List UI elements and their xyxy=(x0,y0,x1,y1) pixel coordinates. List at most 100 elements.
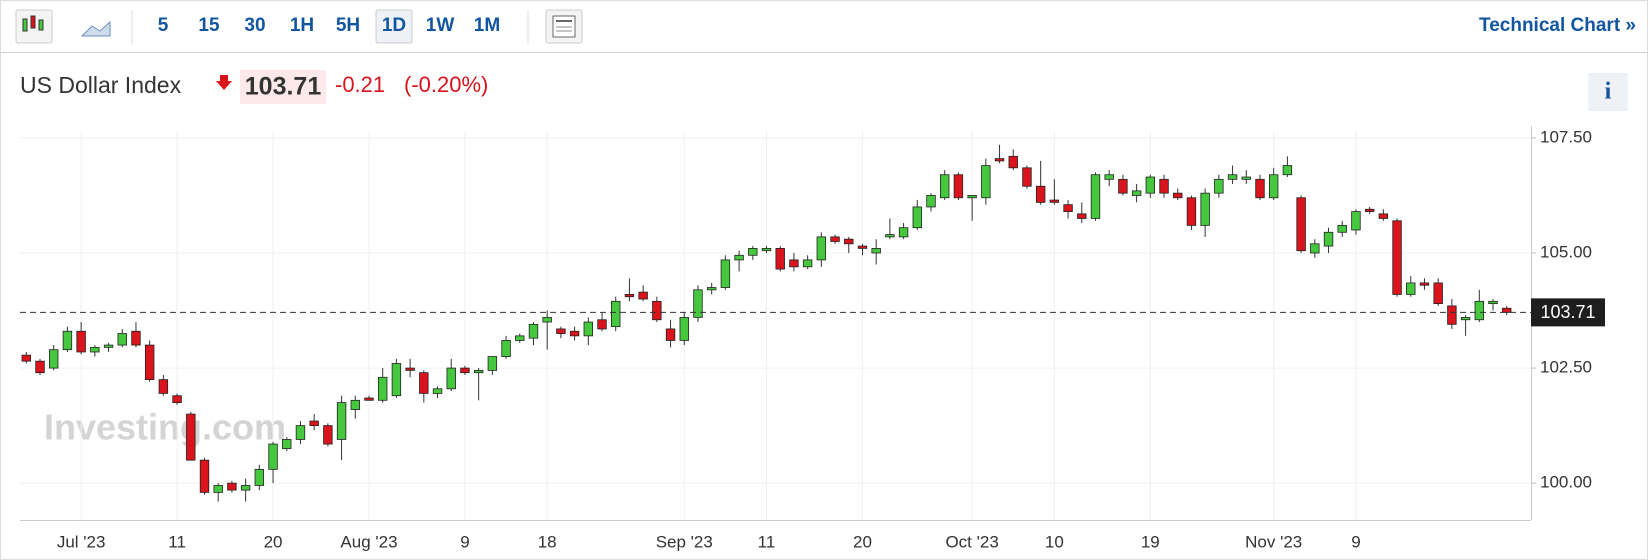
candle-body xyxy=(624,294,635,298)
interval-button[interactable]: 1W xyxy=(426,15,455,36)
candle-body xyxy=(199,459,210,493)
interval-button[interactable]: 1H xyxy=(290,15,314,36)
candle-body xyxy=(323,425,333,445)
candle-body xyxy=(1008,155,1018,169)
candle-body xyxy=(967,195,977,199)
icon xyxy=(22,18,28,32)
candle-body xyxy=(1419,282,1430,286)
candle-body xyxy=(816,236,827,261)
candle-body xyxy=(213,485,223,493)
candle-body xyxy=(693,289,703,318)
candle-body xyxy=(679,317,689,341)
candle-body xyxy=(1474,300,1485,321)
candle-body xyxy=(240,485,251,491)
candle-body xyxy=(981,165,991,199)
x-tick-label: Oct '23 xyxy=(945,532,998,551)
x-tick-label: 9 xyxy=(460,532,469,551)
candle-body xyxy=(1214,178,1224,194)
interval-button[interactable]: 1M xyxy=(474,15,500,36)
price: 103.71 xyxy=(245,73,322,101)
candle-body xyxy=(21,354,32,362)
candle-body xyxy=(1323,231,1334,247)
candle-body xyxy=(652,300,662,321)
x-tick-label: 11 xyxy=(758,532,776,551)
candle-body xyxy=(569,330,580,337)
interval-button[interactable]: 5 xyxy=(158,15,169,36)
candle-body xyxy=(117,333,127,346)
candle-body xyxy=(1241,176,1251,180)
candle-body xyxy=(542,317,552,323)
watermark: Investing.com xyxy=(44,407,286,448)
line-button[interactable] xyxy=(80,20,111,37)
interval-button[interactable]: 1D xyxy=(382,15,406,36)
candle-body xyxy=(1200,192,1210,226)
last-price-label: 103.71 xyxy=(1540,302,1595,322)
candle-body xyxy=(309,420,319,427)
news-button[interactable] xyxy=(545,9,583,44)
candle-body xyxy=(282,439,292,450)
candle-body xyxy=(1173,192,1183,199)
candle-body xyxy=(158,379,169,394)
candle-body xyxy=(706,287,717,291)
candle-body xyxy=(1022,167,1032,187)
candle-body xyxy=(1145,176,1156,194)
x-tick-label: 20 xyxy=(264,532,283,551)
candle-body xyxy=(1433,282,1443,305)
candle-body xyxy=(597,319,607,330)
change-percent: (-0.20%) xyxy=(404,72,488,97)
candle-body xyxy=(1447,305,1457,325)
candle-body xyxy=(295,425,306,440)
candle-body xyxy=(857,245,868,249)
candle-body xyxy=(1131,190,1142,196)
candle-body xyxy=(1460,317,1471,321)
candle-body xyxy=(844,238,854,245)
candle-body xyxy=(350,399,360,410)
candle-body xyxy=(1351,211,1361,231)
candle-body xyxy=(473,369,484,374)
interval-button[interactable]: 5H xyxy=(336,15,360,36)
candle-body xyxy=(144,344,155,380)
candle-body xyxy=(1282,165,1293,176)
candle-button[interactable] xyxy=(15,9,53,44)
candle-body xyxy=(1406,282,1416,295)
y-tick-label: 102.50 xyxy=(1540,358,1592,377)
candle-body xyxy=(871,247,881,254)
candle-body xyxy=(926,195,936,208)
candle-body xyxy=(364,397,374,401)
interval-button[interactable]: 30 xyxy=(244,15,265,36)
down-arrow xyxy=(216,75,232,90)
candle-body xyxy=(35,360,45,374)
candle-body xyxy=(953,174,964,199)
candle-body xyxy=(103,344,114,348)
candle-body xyxy=(1227,174,1238,180)
technical-chart-link[interactable]: Technical Chart » xyxy=(1479,15,1636,36)
candle-body xyxy=(62,330,73,351)
candle-body xyxy=(1364,208,1375,212)
candle-body xyxy=(419,372,429,394)
info-button[interactable]: i xyxy=(1588,73,1628,111)
candle-body xyxy=(405,367,415,371)
chart: Investing.com 100.00 102.50 105.00 107.50 Jul… xyxy=(20,126,1605,551)
x-tick-label: Aug '23 xyxy=(340,532,397,551)
candle-body xyxy=(898,227,909,238)
candle-body xyxy=(734,254,744,261)
candle-body xyxy=(515,335,525,341)
interval-button[interactable]: 15 xyxy=(198,15,220,36)
candle-body xyxy=(528,323,539,339)
x-tick-label: Sep '23 xyxy=(656,532,713,551)
candle-body xyxy=(1035,185,1046,203)
change: -0.21 xyxy=(335,72,385,97)
candle-body xyxy=(432,388,443,394)
candle-body xyxy=(446,367,456,390)
info-icon: i xyxy=(1605,79,1612,105)
active-button xyxy=(375,9,413,44)
candle-body xyxy=(1063,204,1073,212)
candle-body xyxy=(268,443,278,470)
x-tick-label: 20 xyxy=(853,532,872,551)
candle-body xyxy=(748,247,758,256)
candle-body xyxy=(583,321,594,337)
x-tick-label: 9 xyxy=(1351,532,1360,551)
candle-body xyxy=(1159,178,1169,194)
candle-body xyxy=(1502,307,1512,313)
candle-body xyxy=(460,367,470,374)
